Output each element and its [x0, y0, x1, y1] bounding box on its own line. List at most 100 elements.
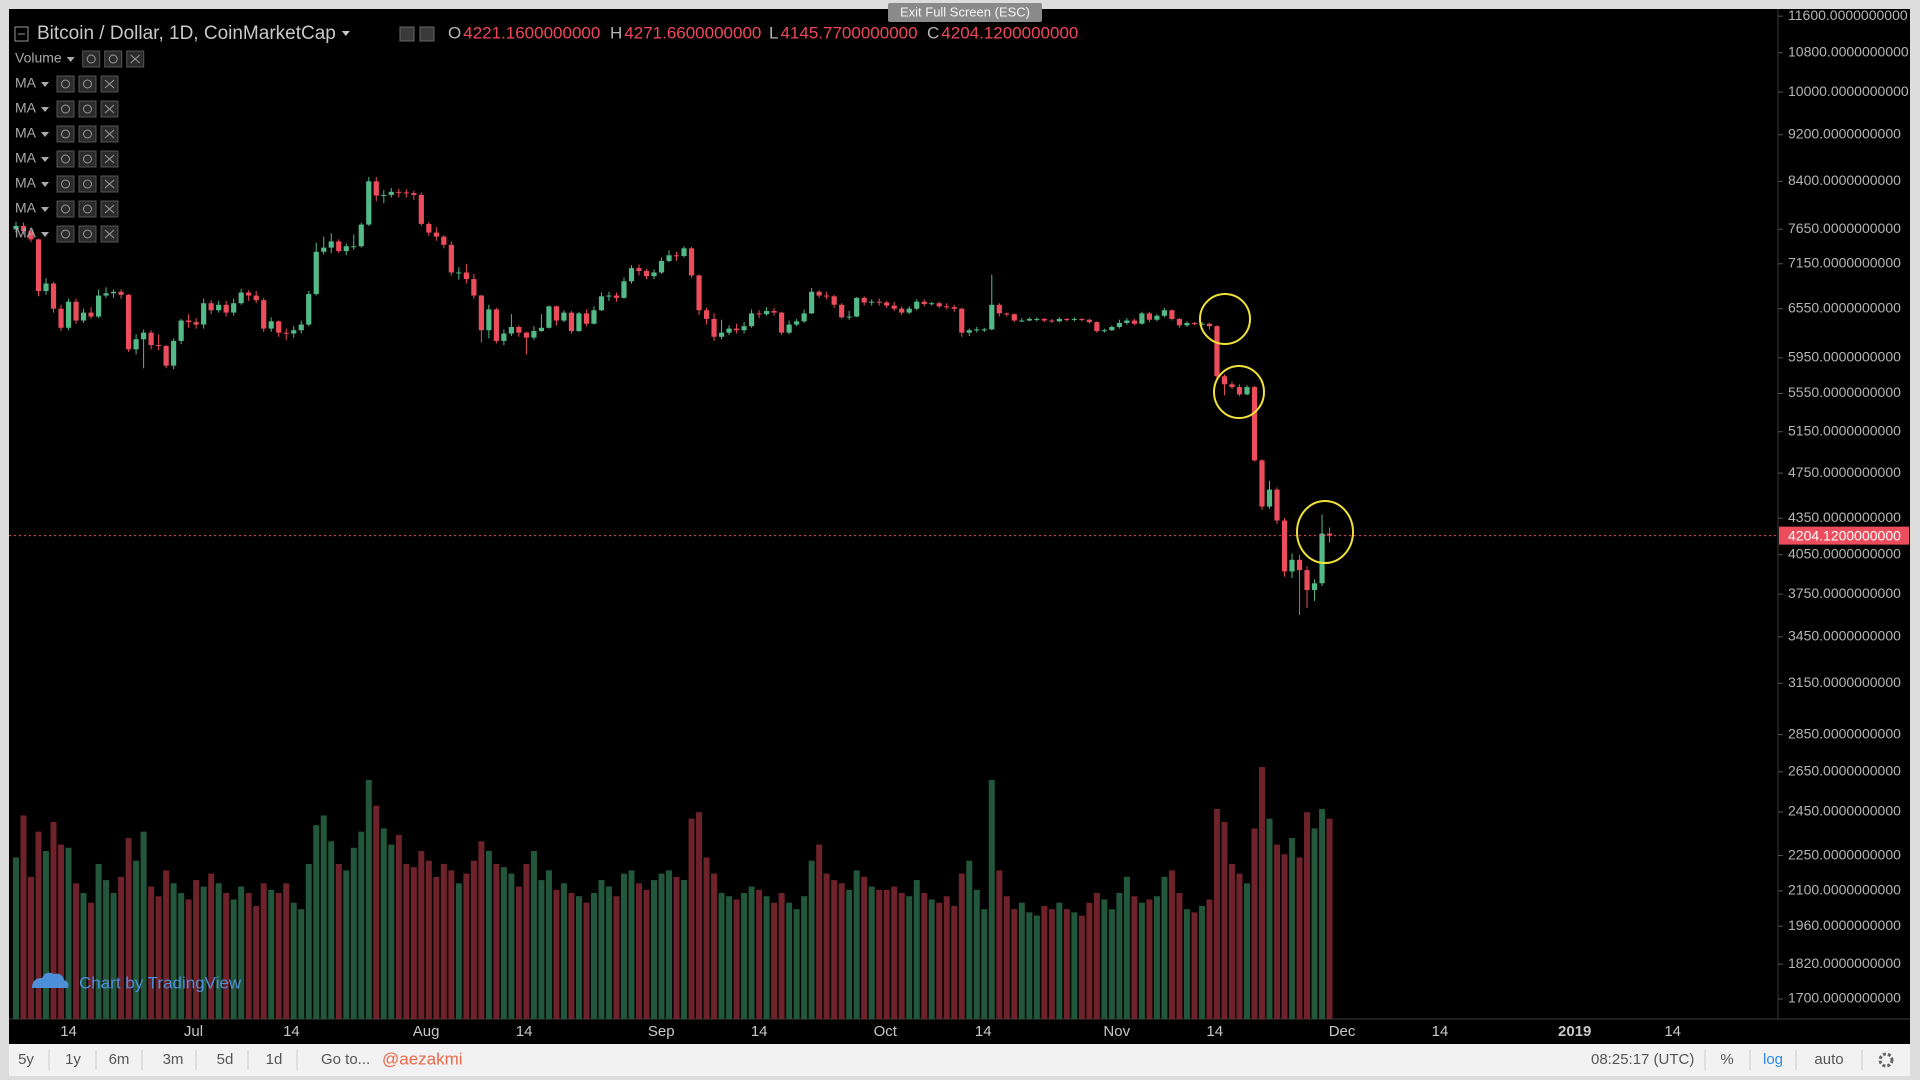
indicator-button[interactable] — [78, 75, 97, 93]
indicator-button[interactable] — [78, 175, 97, 193]
range-button[interactable]: 1d — [266, 1051, 283, 1068]
settings-icon[interactable] — [83, 204, 92, 214]
indicator-caret[interactable] — [66, 57, 75, 62]
volume-bar — [966, 860, 973, 1019]
y-tick-label: 9200.0000000000 — [1788, 125, 1901, 141]
highlight-circle — [1199, 293, 1251, 345]
settings-icon[interactable] — [108, 54, 118, 64]
indicator-caret[interactable] — [41, 207, 49, 212]
indicator-button[interactable] — [78, 100, 97, 118]
collapse-icon[interactable] — [14, 26, 29, 42]
indicator-button[interactable] — [78, 225, 97, 243]
candle-body — [456, 272, 462, 274]
candle-body — [95, 295, 102, 317]
candle-body — [771, 311, 777, 313]
visibility-icon[interactable] — [61, 154, 70, 164]
close-icon[interactable] — [104, 79, 115, 89]
volume-bar — [786, 902, 793, 1019]
volume-bar — [448, 870, 455, 1019]
indicator-button[interactable] — [56, 225, 75, 243]
dropdown-caret[interactable] — [341, 31, 350, 36]
indicator-name[interactable]: MA — [15, 175, 37, 191]
header-icon[interactable] — [419, 26, 435, 42]
indicator-caret[interactable] — [41, 132, 49, 137]
range-button[interactable]: 6m — [109, 1051, 130, 1068]
visibility-icon[interactable] — [86, 54, 96, 64]
close-icon[interactable] — [104, 229, 115, 239]
volume-bar — [335, 863, 342, 1019]
indicator-button[interactable] — [104, 50, 123, 68]
settings-icon[interactable] — [83, 179, 92, 189]
indicator-button[interactable] — [56, 200, 75, 218]
volume-bar — [170, 883, 177, 1019]
settings-gear[interactable] — [1878, 1052, 1894, 1068]
x-tick-label: 2019 — [1558, 1023, 1591, 1040]
indicator-name[interactable]: MA — [15, 75, 37, 91]
indicator-caret[interactable] — [41, 182, 49, 187]
visibility-icon[interactable] — [61, 129, 70, 139]
indicator-button[interactable] — [78, 200, 97, 218]
symbol-title[interactable]: Bitcoin / Dollar, 1D, CoinMarketCap — [37, 23, 336, 44]
goto-button[interactable]: Go to... — [321, 1051, 370, 1068]
indicator-button[interactable] — [56, 75, 75, 93]
volume-bar — [913, 880, 920, 1019]
indicator-button[interactable] — [56, 150, 75, 168]
visibility-icon[interactable] — [61, 179, 70, 189]
visibility-icon[interactable] — [61, 104, 70, 114]
visibility-icon[interactable] — [61, 79, 70, 89]
range-button[interactable]: 5d — [217, 1051, 234, 1068]
visibility-icon[interactable] — [61, 229, 70, 239]
close-icon[interactable] — [104, 154, 115, 164]
auto-toggle[interactable]: auto — [1814, 1051, 1843, 1068]
volume-bar — [1183, 909, 1190, 1019]
indicator-button[interactable] — [82, 50, 101, 68]
fullscreen-hint[interactable]: Exit Full Screen (ESC) — [900, 4, 1030, 19]
settings-icon[interactable] — [83, 154, 92, 164]
indicator-name[interactable]: Volume — [15, 50, 62, 66]
candle-body — [1131, 320, 1137, 324]
volume-bar — [861, 876, 868, 1019]
volume-bar — [298, 909, 305, 1019]
candle-body — [1206, 323, 1213, 327]
header-icon[interactable] — [399, 26, 415, 42]
settings-icon[interactable] — [83, 229, 92, 239]
indicator-name[interactable]: MA — [15, 200, 37, 216]
volume-bar — [155, 896, 162, 1019]
close-icon[interactable] — [104, 179, 115, 189]
indicator-caret[interactable] — [41, 107, 49, 112]
volume-bar — [35, 831, 42, 1019]
range-button[interactable]: 1y — [65, 1051, 81, 1068]
x-tick-label: 14 — [60, 1023, 77, 1040]
candle-body — [43, 283, 49, 292]
indicator-button[interactable] — [56, 175, 75, 193]
settings-icon[interactable] — [83, 79, 92, 89]
candle-body — [501, 333, 507, 341]
indicator-caret[interactable] — [41, 232, 49, 237]
candle-body — [1266, 489, 1273, 507]
indicator-name[interactable]: MA — [15, 100, 37, 116]
watermark[interactable]: Chart by TradingView — [79, 973, 242, 992]
log-toggle[interactable]: log — [1763, 1051, 1783, 1068]
indicator-name[interactable]: MA — [15, 225, 37, 241]
indicator-name[interactable]: MA — [15, 150, 37, 166]
indicator-button[interactable] — [56, 125, 75, 143]
close-icon[interactable] — [104, 129, 115, 139]
indicator-caret[interactable] — [41, 82, 49, 87]
indicator-caret[interactable] — [41, 157, 49, 162]
indicator-button[interactable] — [56, 100, 75, 118]
close-icon[interactable] — [104, 204, 115, 214]
last-price-label: 4204.1200000000 — [1788, 527, 1901, 543]
candle-body — [839, 304, 845, 318]
candle-body — [1094, 322, 1100, 332]
percent-toggle[interactable]: % — [1720, 1051, 1733, 1068]
indicator-name[interactable]: MA — [15, 125, 37, 141]
indicator-button[interactable] — [78, 150, 97, 168]
close-icon[interactable] — [130, 54, 141, 64]
visibility-icon[interactable] — [61, 204, 70, 214]
close-icon[interactable] — [104, 104, 115, 114]
range-button[interactable]: 3m — [163, 1051, 184, 1068]
settings-icon[interactable] — [83, 129, 92, 139]
settings-icon[interactable] — [83, 104, 92, 114]
indicator-button[interactable] — [78, 125, 97, 143]
range-button[interactable]: 5y — [18, 1051, 34, 1068]
